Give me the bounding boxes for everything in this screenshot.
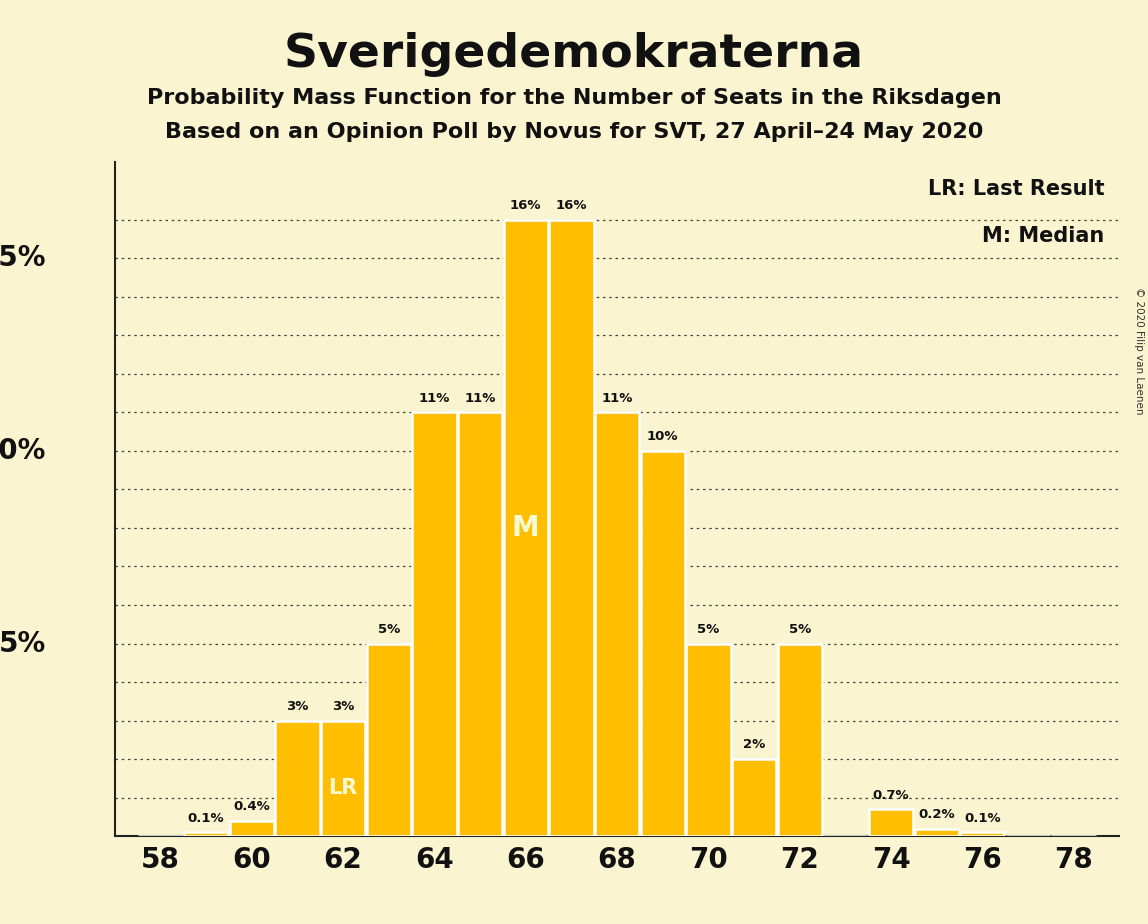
Bar [184,833,228,836]
Bar [321,721,365,836]
Text: 5%: 5% [0,629,46,658]
Text: Probability Mass Function for the Number of Seats in the Riksdagen: Probability Mass Function for the Number… [147,88,1001,108]
Text: 0.1%: 0.1% [188,811,224,824]
Bar [641,451,685,836]
Bar [732,760,776,836]
Text: 0.4%: 0.4% [233,800,270,813]
Text: 11%: 11% [419,392,450,405]
Text: 16%: 16% [510,199,542,212]
Bar [595,412,639,836]
Bar [412,412,457,836]
Bar [504,220,548,836]
Bar [687,643,730,836]
Text: 3%: 3% [332,699,355,713]
Bar [549,220,594,836]
Text: 5%: 5% [378,623,400,636]
Text: 5%: 5% [697,623,720,636]
Bar [230,821,274,836]
Bar [869,809,913,836]
Text: © 2020 Filip van Laenen: © 2020 Filip van Laenen [1134,287,1143,415]
Bar [915,829,959,836]
Text: 10%: 10% [0,437,46,465]
Bar [366,643,411,836]
Text: 10%: 10% [647,430,678,444]
Bar [960,833,1004,836]
Text: 11%: 11% [602,392,633,405]
Text: 15%: 15% [0,244,46,272]
Text: 2%: 2% [743,738,766,751]
Text: 5%: 5% [789,623,810,636]
Text: 16%: 16% [556,199,587,212]
Text: Sverigedemokraterna: Sverigedemokraterna [284,32,864,78]
Text: 11%: 11% [465,392,496,405]
Text: 0.7%: 0.7% [872,788,909,801]
Text: 0.2%: 0.2% [918,808,955,821]
Text: 3%: 3% [286,699,309,713]
Bar [458,412,502,836]
Bar [276,721,319,836]
Bar [777,643,822,836]
Text: 0.1%: 0.1% [964,811,1001,824]
Text: LR: LR [328,778,358,797]
Text: Based on an Opinion Poll by Novus for SVT, 27 April–24 May 2020: Based on an Opinion Poll by Novus for SV… [165,122,983,142]
Text: M: Median: M: Median [982,225,1104,246]
Text: M: M [512,514,540,541]
Text: LR: Last Result: LR: Last Result [928,178,1104,199]
